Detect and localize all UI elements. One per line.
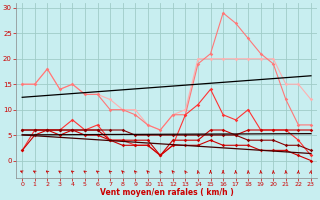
X-axis label: Vent moyen/en rafales ( km/h ): Vent moyen/en rafales ( km/h ) [100, 188, 234, 197]
